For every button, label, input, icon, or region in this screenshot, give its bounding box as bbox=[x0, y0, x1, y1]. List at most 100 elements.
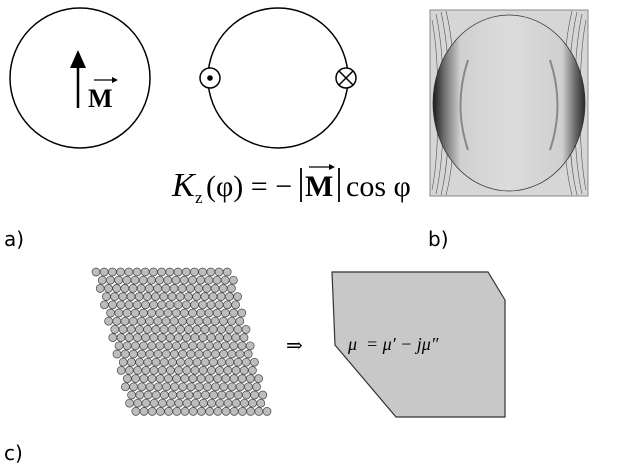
particle bbox=[115, 276, 123, 284]
panel-label: a) bbox=[4, 227, 24, 251]
implication-arrow: ⇒ bbox=[286, 335, 303, 357]
particle bbox=[230, 375, 238, 383]
particle bbox=[232, 399, 240, 407]
particle bbox=[191, 301, 199, 309]
panel-b: b) bbox=[428, 10, 588, 251]
particle bbox=[172, 309, 180, 317]
particle bbox=[152, 325, 160, 333]
particle bbox=[139, 309, 147, 317]
particle bbox=[234, 391, 242, 399]
particle bbox=[191, 334, 199, 342]
particle bbox=[148, 407, 156, 415]
particle bbox=[137, 284, 145, 292]
particle bbox=[123, 276, 131, 284]
particle bbox=[106, 276, 114, 284]
particle bbox=[201, 293, 209, 301]
particle bbox=[244, 350, 252, 358]
particle bbox=[140, 407, 148, 415]
particle bbox=[158, 334, 166, 342]
particle bbox=[181, 375, 189, 383]
particle bbox=[148, 309, 156, 317]
particle bbox=[213, 342, 221, 350]
formula-magnitude: M bbox=[305, 170, 333, 203]
particle bbox=[227, 284, 235, 292]
particle bbox=[242, 325, 250, 333]
particle bbox=[136, 358, 144, 366]
particle bbox=[250, 358, 258, 366]
particle bbox=[187, 350, 195, 358]
particle bbox=[162, 284, 170, 292]
vector-bar-head bbox=[112, 77, 118, 83]
particle bbox=[154, 317, 162, 325]
particle bbox=[142, 399, 150, 407]
particle bbox=[187, 383, 195, 391]
particle bbox=[179, 383, 187, 391]
particle bbox=[109, 334, 117, 342]
particle bbox=[160, 391, 168, 399]
particle bbox=[162, 350, 170, 358]
particle bbox=[123, 375, 131, 383]
particle bbox=[226, 358, 234, 366]
particle bbox=[193, 325, 201, 333]
particle bbox=[223, 301, 231, 309]
particle bbox=[134, 399, 142, 407]
formula: K z (φ) = − M cos φ bbox=[171, 164, 411, 207]
particle bbox=[160, 325, 168, 333]
formula-tail: cos φ bbox=[346, 170, 411, 203]
particle bbox=[189, 375, 197, 383]
particle bbox=[193, 293, 201, 301]
particle bbox=[146, 317, 154, 325]
particle bbox=[168, 358, 176, 366]
particle bbox=[259, 391, 267, 399]
particle bbox=[199, 334, 207, 342]
particle bbox=[236, 350, 244, 358]
particle bbox=[185, 358, 193, 366]
particle bbox=[131, 309, 139, 317]
particle bbox=[132, 407, 140, 415]
particle bbox=[182, 301, 190, 309]
particle bbox=[105, 317, 113, 325]
particle bbox=[172, 342, 180, 350]
particle bbox=[125, 301, 133, 309]
particle bbox=[141, 268, 149, 276]
particle bbox=[180, 276, 188, 284]
particle bbox=[201, 358, 209, 366]
particle bbox=[175, 366, 183, 374]
particle bbox=[102, 293, 110, 301]
particle bbox=[176, 293, 184, 301]
particle bbox=[165, 407, 173, 415]
particle bbox=[156, 342, 164, 350]
particle bbox=[113, 317, 121, 325]
particle bbox=[156, 375, 164, 383]
particle bbox=[174, 301, 182, 309]
particle bbox=[248, 366, 256, 374]
particle bbox=[199, 399, 207, 407]
particle bbox=[253, 383, 261, 391]
particle bbox=[246, 375, 254, 383]
particle bbox=[130, 383, 138, 391]
particle bbox=[209, 358, 217, 366]
particle bbox=[129, 284, 137, 292]
particle bbox=[133, 301, 141, 309]
particle bbox=[100, 268, 108, 276]
particle bbox=[257, 399, 265, 407]
particle bbox=[208, 399, 216, 407]
particle bbox=[117, 366, 125, 374]
particle bbox=[164, 342, 172, 350]
particle bbox=[183, 334, 191, 342]
particle bbox=[139, 276, 147, 284]
particle bbox=[168, 325, 176, 333]
particle bbox=[154, 350, 162, 358]
formula-subscript: z bbox=[195, 188, 203, 207]
particle bbox=[190, 268, 198, 276]
particle bbox=[147, 276, 155, 284]
particle bbox=[205, 342, 213, 350]
particle bbox=[240, 399, 248, 407]
particle bbox=[189, 309, 197, 317]
particle bbox=[170, 317, 178, 325]
particle bbox=[144, 358, 152, 366]
particle bbox=[113, 350, 121, 358]
formula-symbol: K bbox=[171, 167, 197, 204]
particle bbox=[197, 407, 205, 415]
circle bbox=[10, 8, 150, 148]
